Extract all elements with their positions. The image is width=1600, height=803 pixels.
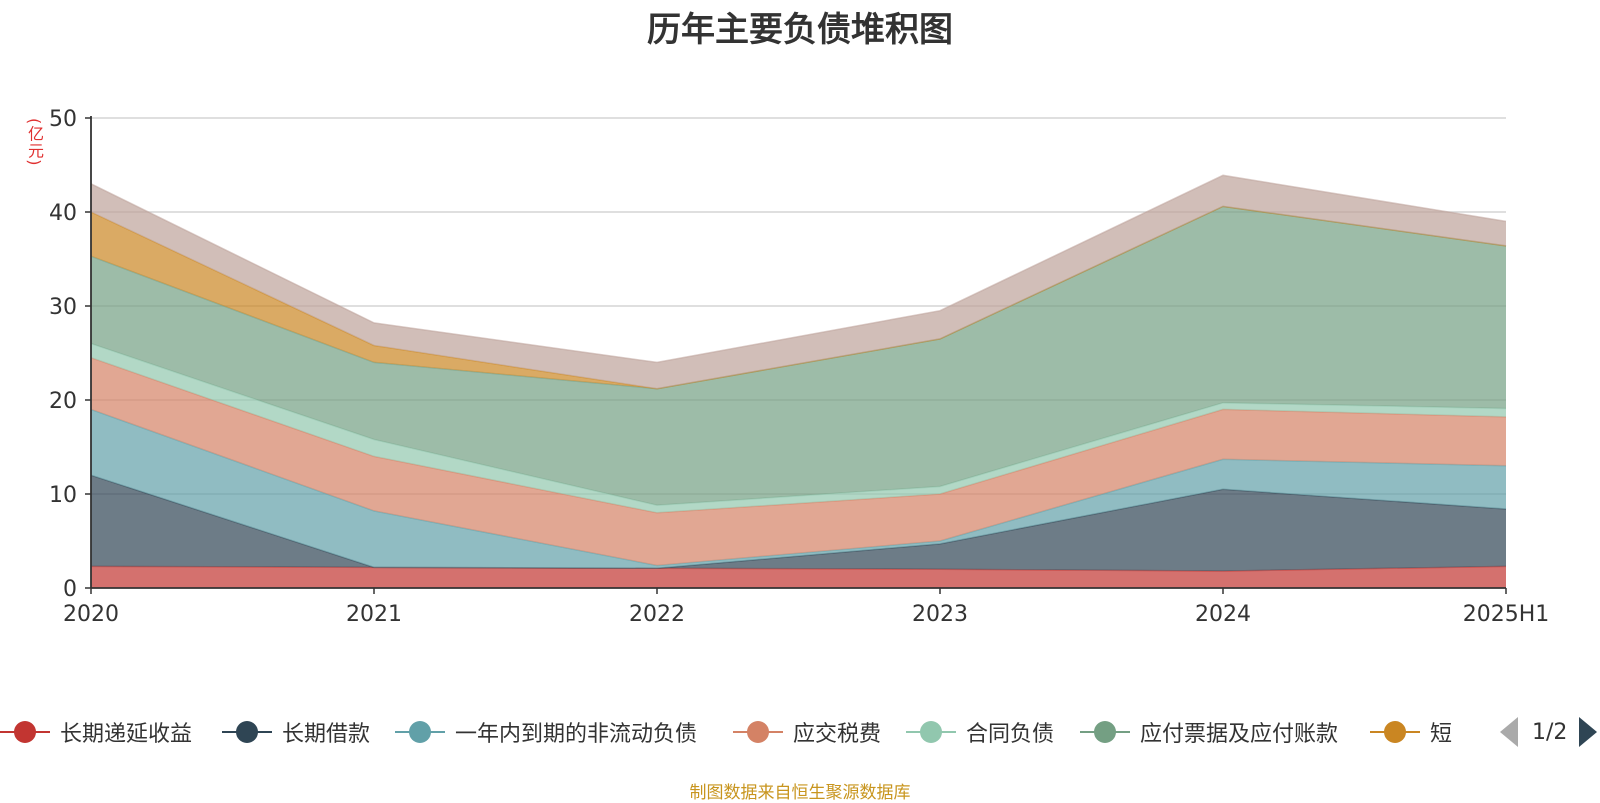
legend-label: 应付票据及应付账款 [1140, 722, 1339, 747]
legend-label: 一年内到期的非流动负债 [455, 722, 698, 747]
y-tick-label: 50 [49, 107, 77, 132]
y-axis-unit-label: (亿元) [25, 118, 44, 167]
y-tick-label: 0 [63, 577, 77, 602]
y-tick-label: 40 [49, 201, 77, 226]
legend-label: 长期借款 [282, 722, 371, 747]
legend-marker [906, 712, 956, 752]
x-tick-label: 2022 [629, 602, 685, 627]
legend: 长期递延收益 长期借款 一年内到期的非流动负债 应交税费 合同负债 应付票据及应… [0, 712, 1600, 752]
chart-title: 历年主要负债堆积图 [647, 10, 953, 50]
series-line-7 [90, 174, 1507, 364]
legend-marker [0, 712, 50, 752]
legend-page-indicator: 1/2 [1532, 719, 1568, 745]
legend-item-taxes-payable[interactable]: 应交税费 [733, 712, 881, 752]
area-series-7 [91, 175, 1506, 389]
legend-label: 短 [1430, 722, 1453, 747]
area-series-3 [91, 357, 1506, 566]
x-tick-label: 2023 [912, 602, 968, 627]
area-series-0 [91, 566, 1506, 588]
legend-prev-page-icon[interactable] [1500, 717, 1518, 747]
data-source-note: 制图数据来自恒生聚源数据库 [689, 783, 911, 803]
legend-marker [222, 712, 272, 752]
legend-marker [733, 712, 783, 752]
area-series-1 [91, 475, 1506, 572]
legend-next-page-icon[interactable] [1579, 717, 1598, 747]
legend-item-long-term-loans[interactable]: 长期借款 [222, 712, 370, 752]
legend-label: 合同负债 [966, 722, 1055, 747]
legend-label: 应交税费 [793, 722, 882, 747]
y-tick-label: 20 [49, 389, 77, 414]
area-series-5 [91, 206, 1506, 506]
legend-item-current-portion-noncurrent-liabilities[interactable]: 一年内到期的非流动负债 [395, 712, 697, 752]
area-series-2 [91, 409, 1506, 569]
y-tick-label: 30 [49, 295, 77, 320]
legend-label: 长期递延收益 [60, 722, 193, 747]
legend-item-short[interactable]: 短 [1370, 712, 1452, 752]
y-tick-label: 10 [49, 483, 77, 508]
legend-marker [1370, 712, 1420, 752]
legend-item-long-term-deferred-income[interactable]: 长期递延收益 [0, 712, 192, 752]
x-tick-label: 2024 [1195, 602, 1251, 627]
x-tick-label: 2021 [346, 602, 402, 627]
legend-item-contract-liabilities[interactable]: 合同负债 [906, 712, 1054, 752]
x-tick-label: 2025H1 [1463, 602, 1550, 627]
legend-marker [1080, 712, 1130, 752]
legend-pager: 1/2 [1500, 712, 1598, 752]
legend-marker [395, 712, 445, 752]
x-tick-label: 2020 [63, 602, 119, 627]
legend-item-notes-and-accounts-payable[interactable]: 应付票据及应付账款 [1080, 712, 1338, 752]
